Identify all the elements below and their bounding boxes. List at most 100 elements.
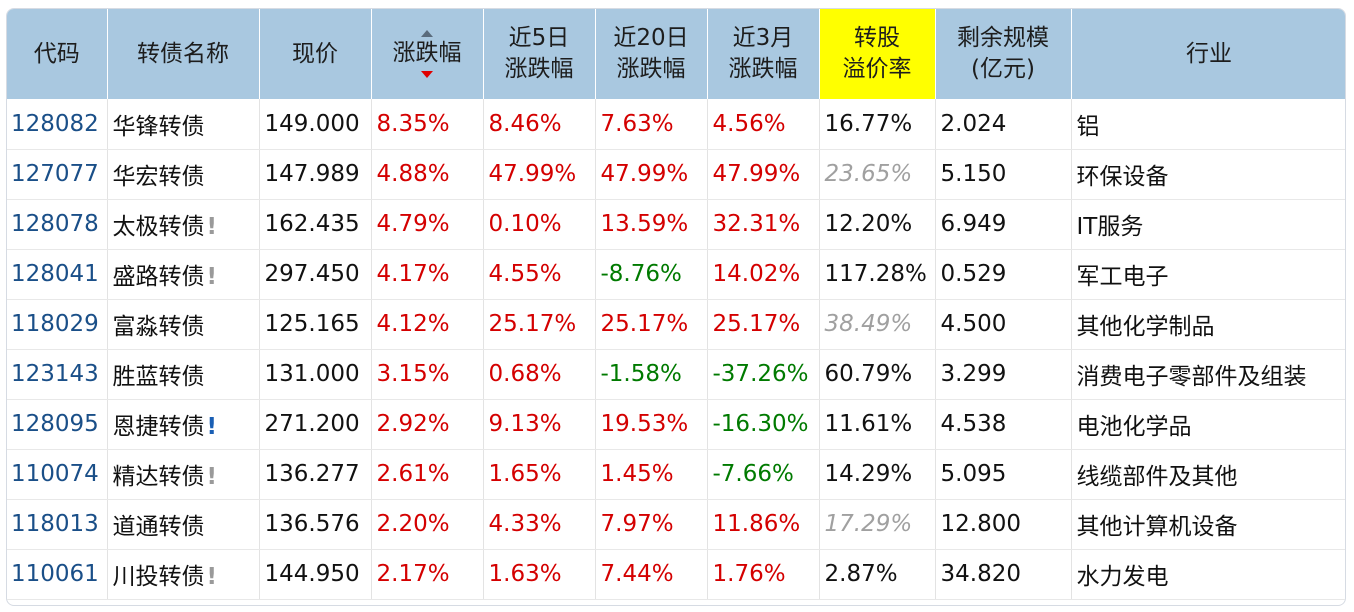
chg20-cell: 7.44% (595, 549, 708, 600)
bond-code-link[interactable]: 110061 (7, 549, 108, 600)
bond-name-cell[interactable]: 富淼转债 (107, 299, 260, 350)
price-cell: 131.000 (259, 349, 372, 400)
scale-cell: 2.024 (935, 99, 1072, 150)
table-row[interactable]: 128078 太极转债! 162.435 4.79% 0.10% 13.59% 32.31%… (7, 199, 1345, 250)
bond-name-cell[interactable]: 胜蓝转债 (107, 349, 260, 400)
bond-name-cell[interactable]: 精达转债! (107, 449, 260, 500)
bond-name-cell[interactable]: 恩捷转债! (107, 399, 260, 450)
bond-name: 道通转债 (112, 514, 205, 540)
col-header-scale[interactable]: 剩余规模 (亿元) (935, 9, 1072, 99)
col-header-chg5[interactable]: 近5日 涨跌幅 (483, 9, 596, 99)
bond-name-cell[interactable]: 盛路转债! (107, 249, 260, 300)
premium-cell: 23.65% (819, 149, 936, 200)
industry-cell: 消费电子零部件及组装 (1071, 349, 1345, 400)
chg3m-cell: 25.17% (707, 299, 820, 350)
bond-name: 盛路转债 (112, 264, 205, 290)
col-header-price[interactable]: 现价 (259, 9, 372, 99)
industry-cell: 水力发电 (1071, 549, 1345, 600)
scale-cell: 34.820 (935, 549, 1072, 600)
table-row[interactable]: 110074 精达转债! 136.277 2.61% 1.65% 1.45% -7.66% 1… (7, 449, 1345, 500)
chg20-cell: -1.58% (595, 349, 708, 400)
industry-cell: 其他化学制品 (1071, 299, 1345, 350)
warning-icon: ! (206, 564, 218, 590)
col-header-change[interactable]: 涨跌幅 (371, 9, 484, 99)
bond-code-link[interactable]: 128095 (7, 399, 108, 450)
premium-cell: 60.79% (819, 349, 936, 400)
sort-desc-icon[interactable] (421, 71, 433, 78)
industry-cell: 线缆部件及其他 (1071, 449, 1345, 500)
convertible-bond-table: 代码 转债名称 现价 涨跌幅 近5日 涨跌幅 近20日 涨跌幅 近3月 涨跌幅 转股溢… (7, 9, 1345, 600)
bond-name-cell[interactable]: 川投转债! (107, 549, 260, 600)
chg20-cell: 1.45% (595, 449, 708, 500)
bond-code-link[interactable]: 110074 (7, 449, 108, 500)
table-row[interactable]: 128041 盛路转债! 297.450 4.17% 4.55% -8.76% 14.02%… (7, 249, 1345, 300)
warning-icon: ! (206, 464, 218, 490)
premium-cell: 14.29% (819, 449, 936, 500)
header-row: 代码 转债名称 现价 涨跌幅 近5日 涨跌幅 近20日 涨跌幅 近3月 涨跌幅 转股溢… (7, 9, 1345, 99)
change-cell: 4.17% (371, 249, 484, 300)
chg5-cell: 8.46% (483, 99, 596, 150)
chg3m-cell: 32.31% (707, 199, 820, 250)
bond-code-link[interactable]: 128082 (7, 99, 108, 150)
change-cell: 4.79% (371, 199, 484, 250)
bond-name: 华锋转债 (112, 113, 205, 140)
scale-cell: 4.500 (935, 299, 1072, 350)
price-cell: 144.950 (259, 549, 372, 600)
bond-code-link[interactable]: 123143 (7, 349, 108, 400)
chg3m-cell: 47.99% (707, 149, 820, 200)
scale-cell: 6.949 (935, 199, 1072, 250)
change-cell: 2.20% (371, 499, 484, 550)
chg3m-cell: -7.66% (707, 449, 820, 500)
table-row[interactable]: 118013 道通转债 136.576 2.20% 4.33% 7.97% 11.86% 17… (7, 499, 1345, 550)
premium-cell: 12.20% (819, 199, 936, 250)
premium-cell: 16.77% (819, 99, 936, 150)
change-cell: 2.92% (371, 399, 484, 450)
scale-cell: 3.299 (935, 349, 1072, 400)
scale-cell: 4.538 (935, 399, 1072, 450)
chg5-cell: 4.33% (483, 499, 596, 550)
bond-code-link[interactable]: 128041 (7, 249, 108, 300)
bond-name-cell[interactable]: 华宏转债 (107, 149, 260, 200)
table-row[interactable]: 128082 华锋转债 149.000 8.35% 8.46% 7.63% 4.56% 16.… (7, 99, 1345, 150)
industry-cell: 电池化学品 (1071, 399, 1345, 450)
scale-cell: 12.800 (935, 499, 1072, 550)
bond-name: 富淼转债 (112, 314, 205, 340)
bond-code-link[interactable]: 128078 (7, 199, 108, 250)
bond-code-link[interactable]: 118029 (7, 299, 108, 350)
chg5-cell: 9.13% (483, 399, 596, 450)
sort-asc-icon[interactable] (421, 30, 433, 37)
chg3m-cell: 11.86% (707, 499, 820, 550)
bond-name-cell[interactable]: 华锋转债 (107, 99, 260, 150)
change-cell: 2.61% (371, 449, 484, 500)
price-cell: 297.450 (259, 249, 372, 300)
industry-cell: 铝 (1071, 99, 1345, 150)
bond-name-cell[interactable]: 太极转债! (107, 199, 260, 250)
col-header-industry[interactable]: 行业 (1071, 9, 1345, 99)
table-row[interactable]: 118029 富淼转债 125.165 4.12% 25.17% 25.17% 25.17%… (7, 299, 1345, 350)
scale-cell: 5.095 (935, 449, 1072, 500)
chg20-cell: 25.17% (595, 299, 708, 350)
price-cell: 271.200 (259, 399, 372, 450)
chg3m-cell: 4.56% (707, 99, 820, 150)
price-cell: 147.989 (259, 149, 372, 200)
bond-name: 太极转债 (112, 214, 205, 240)
col-header-premium[interactable]: 转股 溢价率 (819, 9, 936, 99)
bond-table-frame: 代码 转债名称 现价 涨跌幅 近5日 涨跌幅 近20日 涨跌幅 近3月 涨跌幅 转股溢… (6, 8, 1346, 606)
price-cell: 136.277 (259, 449, 372, 500)
col-header-name[interactable]: 转债名称 (107, 9, 260, 99)
chg5-cell: 1.65% (483, 449, 596, 500)
table-row[interactable]: 127077 华宏转债 147.989 4.88% 47.99% 47.99% 47.99%… (7, 149, 1345, 200)
bond-code-link[interactable]: 118013 (7, 499, 108, 550)
col-header-chg20[interactable]: 近20日 涨跌幅 (595, 9, 708, 99)
chg3m-cell: -16.30% (707, 399, 820, 450)
bond-name: 胜蓝转债 (112, 364, 205, 390)
table-row[interactable]: 128095 恩捷转债! 271.200 2.92% 9.13% 19.53% -16.30… (7, 399, 1345, 450)
col-header-code[interactable]: 代码 (7, 9, 108, 99)
chg5-cell: 47.99% (483, 149, 596, 200)
col-header-chg3m[interactable]: 近3月 涨跌幅 (707, 9, 820, 99)
bond-name-cell[interactable]: 道通转债 (107, 499, 260, 550)
price-cell: 136.576 (259, 499, 372, 550)
table-row[interactable]: 110061 川投转债! 144.950 2.17% 1.63% 7.44% 1.76% 2.… (7, 549, 1345, 600)
table-row[interactable]: 123143 胜蓝转债 131.000 3.15% 0.68% -1.58% -37.26%… (7, 349, 1345, 400)
bond-code-link[interactable]: 127077 (7, 149, 108, 200)
